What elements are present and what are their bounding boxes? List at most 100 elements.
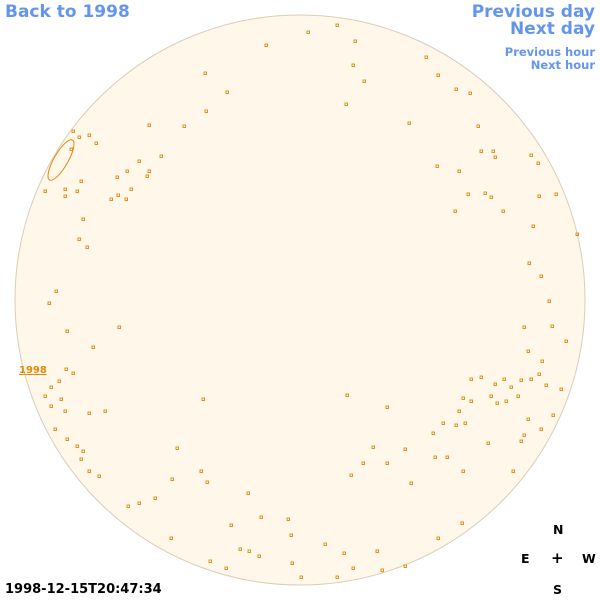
object-marker — [79, 179, 83, 183]
object-marker — [69, 147, 73, 151]
compass-east: E — [521, 551, 530, 566]
object-marker — [137, 501, 141, 505]
object-marker — [559, 387, 563, 391]
previous-day-link[interactable]: Previous day — [471, 2, 595, 22]
object-marker — [457, 409, 461, 413]
object-marker — [147, 169, 151, 173]
object-marker — [522, 325, 526, 329]
previous-hour-link[interactable]: Previous hour — [504, 45, 595, 59]
object-marker — [229, 523, 233, 527]
sky-disk-circle — [14, 14, 586, 586]
object-marker — [511, 469, 515, 473]
object-marker — [479, 149, 483, 153]
object-marker — [454, 87, 458, 91]
object-marker — [453, 209, 457, 213]
object-marker — [436, 73, 440, 77]
object-marker — [529, 153, 533, 157]
object-marker — [575, 232, 579, 236]
object-marker — [203, 71, 207, 75]
object-marker — [537, 372, 541, 376]
object-marker — [103, 409, 107, 413]
object-marker — [65, 437, 69, 441]
object-marker — [380, 568, 384, 572]
object-marker — [544, 383, 548, 387]
timestamp: 1998-12-15T20:47:34 — [5, 582, 162, 597]
object-marker — [489, 195, 493, 199]
object-marker — [468, 91, 472, 95]
compass-north: N — [553, 522, 564, 537]
object-marker — [509, 385, 513, 389]
object-marker — [344, 102, 348, 106]
object-marker — [43, 189, 47, 193]
object-marker — [479, 375, 483, 379]
year-marker-link[interactable]: 1998 — [19, 365, 47, 376]
object-marker — [77, 237, 81, 241]
back-to-year-link[interactable]: Back to 1998 — [5, 2, 130, 22]
next-hour-link[interactable]: Next hour — [530, 58, 595, 72]
object-marker — [469, 377, 473, 381]
object-marker — [81, 217, 85, 221]
object-marker — [516, 394, 520, 398]
object-marker — [407, 121, 411, 125]
object-marker — [94, 141, 98, 145]
object-marker — [125, 169, 129, 173]
object-marker — [504, 399, 508, 403]
object-marker — [519, 378, 523, 382]
object-marker — [169, 536, 173, 540]
object-marker — [554, 192, 558, 196]
object-marker — [335, 23, 339, 27]
object-marker — [519, 439, 523, 443]
object-marker — [225, 90, 229, 94]
object-marker — [63, 187, 67, 191]
object-marker — [145, 174, 149, 178]
object-marker — [547, 299, 551, 303]
object-marker — [403, 447, 407, 451]
object-marker — [526, 417, 530, 421]
object-marker — [147, 123, 151, 127]
object-marker — [491, 149, 495, 153]
object-marker — [204, 109, 208, 113]
object-marker — [323, 542, 327, 546]
object-marker — [64, 367, 68, 371]
object-marker — [75, 189, 79, 193]
object-marker — [81, 449, 85, 453]
object-marker — [115, 175, 119, 179]
object-marker — [264, 43, 268, 47]
object-marker — [385, 461, 389, 465]
object-marker — [345, 393, 349, 397]
object-marker — [463, 421, 467, 425]
compass-center: + — [551, 549, 564, 567]
object-marker — [495, 401, 499, 405]
object-marker — [286, 517, 290, 521]
object-marker — [290, 561, 294, 565]
object-marker — [205, 480, 209, 484]
object-marker — [238, 547, 242, 551]
object-marker — [403, 564, 407, 568]
object-marker — [522, 433, 526, 437]
compass-south: S — [553, 582, 563, 597]
object-marker — [527, 261, 531, 265]
object-marker — [409, 481, 413, 485]
object-marker — [433, 455, 437, 459]
object-markers — [43, 23, 579, 579]
object-marker — [371, 445, 375, 449]
object-marker — [87, 133, 91, 137]
object-marker — [351, 566, 355, 570]
object-marker — [129, 187, 133, 191]
object-marker — [175, 446, 179, 450]
object-marker — [529, 377, 533, 381]
object-marker — [469, 399, 473, 403]
object-marker — [54, 289, 58, 293]
object-marker — [259, 515, 263, 519]
object-marker — [57, 379, 61, 383]
object-marker — [493, 382, 497, 386]
object-marker — [306, 30, 310, 34]
object-marker — [476, 124, 480, 128]
object-marker — [117, 325, 121, 329]
object-marker — [182, 124, 186, 128]
object-marker — [526, 349, 530, 353]
object-marker — [75, 444, 79, 448]
orbit-trail — [47, 139, 75, 181]
object-marker — [87, 411, 91, 415]
next-day-link[interactable]: Next day — [510, 19, 595, 39]
